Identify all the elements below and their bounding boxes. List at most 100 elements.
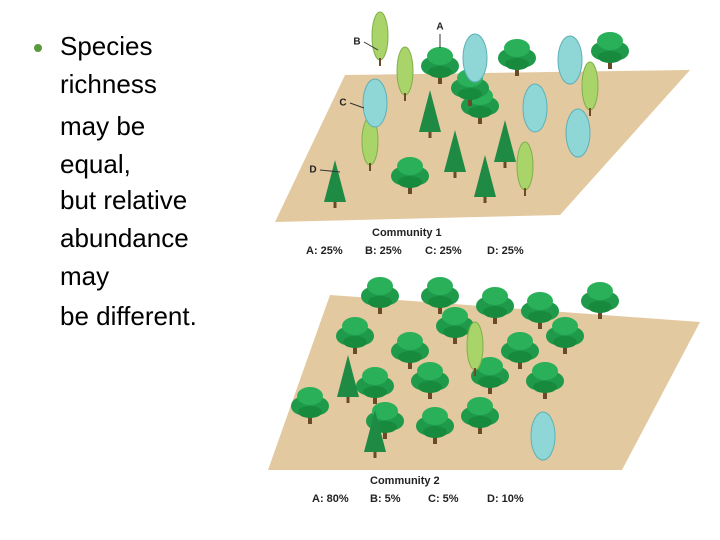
abundance: C: 5% [428, 493, 459, 505]
deciduous-tree [591, 32, 629, 69]
conifer-tree [324, 160, 346, 208]
trunk [524, 188, 526, 196]
crown [482, 287, 508, 305]
trunk [333, 200, 337, 208]
cypress-tree [516, 141, 534, 196]
deciduous-tree [421, 277, 459, 314]
trunk [503, 160, 507, 168]
crown [367, 277, 393, 295]
crown [598, 51, 622, 63]
crown [427, 277, 453, 295]
crown [362, 367, 388, 385]
crown [324, 160, 346, 202]
spruce-tree [557, 35, 583, 85]
cypress-tree [581, 61, 599, 116]
crown [588, 301, 612, 313]
crown [587, 282, 613, 300]
label-d: D [309, 165, 316, 176]
deciduous-tree [421, 47, 459, 84]
abundance: C: 25% [425, 245, 462, 257]
crown [508, 351, 532, 363]
crown [565, 108, 591, 158]
conifer-tree [337, 355, 359, 403]
deciduous-tree [436, 307, 474, 344]
abundance: A: 25% [306, 245, 343, 257]
trunk [483, 195, 487, 203]
bullet-text: may be [60, 111, 145, 141]
bullet-text: equal, [60, 149, 131, 179]
crown [505, 58, 529, 70]
spruce-tree [530, 411, 556, 461]
crown [396, 46, 414, 96]
crown [528, 311, 552, 323]
bullet-text: richness [60, 69, 157, 99]
bullet-text: but relative [60, 185, 187, 215]
crown [507, 332, 533, 350]
crown [516, 141, 534, 191]
label-b: B [353, 37, 360, 48]
conifer-tree [494, 120, 516, 168]
crown [364, 410, 386, 452]
crown [468, 416, 492, 428]
bullet-text: abundance [60, 223, 189, 253]
abundance: D: 10% [487, 493, 524, 505]
crown [462, 33, 488, 83]
crown [397, 157, 423, 175]
crown [427, 47, 453, 65]
bullet-text: may [60, 261, 109, 291]
deciduous-tree [356, 367, 394, 404]
trunk [428, 130, 432, 138]
deciduous-tree [476, 287, 514, 324]
crown [428, 66, 452, 78]
crown [494, 120, 516, 162]
deciduous-tree [336, 317, 374, 354]
crown [337, 355, 359, 397]
trees [291, 11, 629, 461]
deciduous-tree [361, 277, 399, 314]
spruce-tree [462, 33, 488, 83]
crown [527, 292, 553, 310]
crown [466, 321, 484, 371]
abundance: B: 25% [365, 245, 402, 257]
crown [362, 78, 388, 128]
trunk [369, 163, 371, 171]
crown [418, 381, 442, 393]
crown [597, 32, 623, 50]
abundance: A: 80% [312, 493, 349, 505]
crown [522, 83, 548, 133]
bullet-dot [34, 44, 42, 52]
crown [581, 61, 599, 111]
crown [398, 176, 422, 188]
conifer-tree [474, 155, 496, 203]
deciduous-tree [291, 387, 329, 424]
crown [444, 130, 466, 172]
deciduous-tree [521, 292, 559, 329]
crown [458, 88, 482, 100]
crown [504, 39, 530, 57]
deciduous-tree [581, 282, 619, 319]
spruce-tree [522, 83, 548, 133]
crown [417, 362, 443, 380]
crown [372, 402, 398, 420]
cypress-tree [371, 11, 389, 66]
community-2-title: Community 2 [370, 475, 440, 487]
spruce-tree [362, 78, 388, 128]
deciduous-tree [526, 362, 564, 399]
bullet-text: be different. [60, 301, 197, 331]
trunk [379, 58, 381, 66]
crown [398, 351, 422, 363]
label-a: A [436, 22, 443, 33]
crown [343, 336, 367, 348]
trunk [346, 395, 350, 403]
deciduous-tree [546, 317, 584, 354]
crown [419, 90, 441, 132]
crown [557, 35, 583, 85]
crown [532, 362, 558, 380]
crown [483, 306, 507, 318]
conifer-tree [444, 130, 466, 178]
deciduous-tree [501, 332, 539, 369]
crown [363, 386, 387, 398]
cypress-tree [396, 46, 414, 101]
trunk [474, 368, 476, 376]
